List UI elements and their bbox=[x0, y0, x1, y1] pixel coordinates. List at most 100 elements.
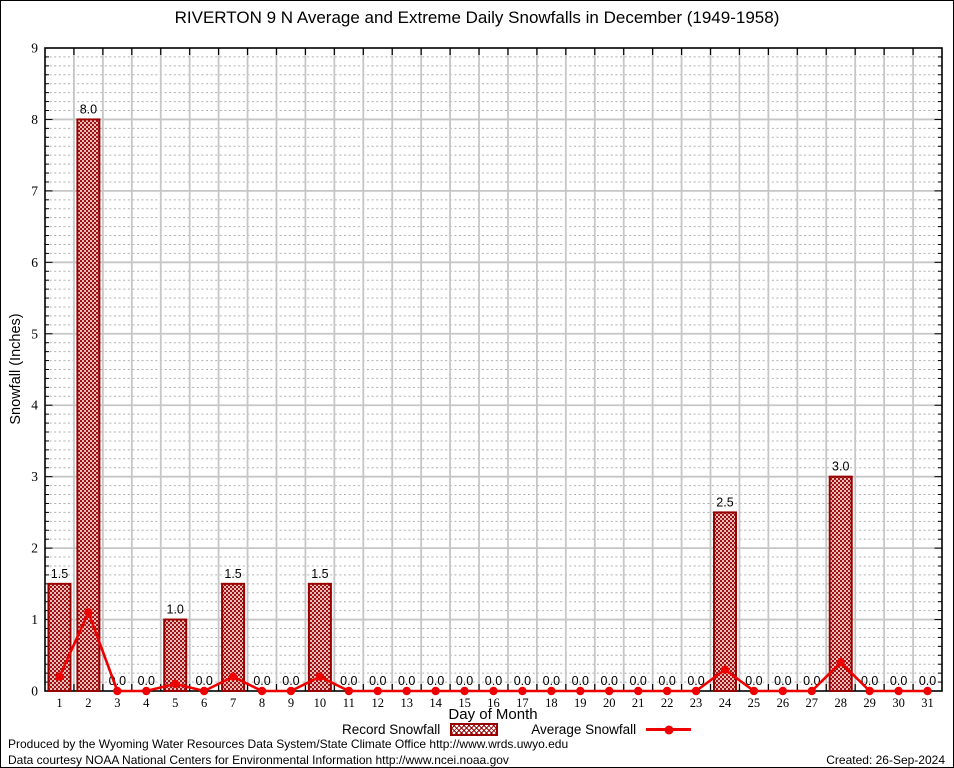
value-label-day-31: 0.0 bbox=[919, 674, 936, 688]
average-marker-day-4 bbox=[142, 686, 151, 696]
average-marker-day-25 bbox=[749, 686, 759, 696]
svg-text:0: 0 bbox=[31, 684, 38, 699]
record-bar-day-7 bbox=[221, 582, 246, 692]
svg-text:14: 14 bbox=[429, 696, 442, 710]
value-label-day-19: 0.0 bbox=[572, 674, 589, 688]
svg-text:9: 9 bbox=[31, 41, 38, 56]
average-marker-day-30 bbox=[894, 686, 903, 696]
value-label-day-8: 0.0 bbox=[253, 674, 270, 688]
legend-record-label: Record Snowfall bbox=[342, 722, 441, 737]
value-label-day-7: 1.5 bbox=[224, 567, 241, 581]
legend-average-label: Average Snowfall bbox=[531, 722, 637, 737]
svg-text:2: 2 bbox=[85, 696, 91, 710]
average-marker-day-27 bbox=[807, 686, 816, 696]
value-label-day-24: 2.5 bbox=[716, 495, 733, 509]
value-label-day-16: 0.0 bbox=[485, 674, 502, 688]
record-bar-day-2 bbox=[76, 118, 101, 692]
value-label-day-4: 0.0 bbox=[138, 674, 155, 688]
average-marker-day-16 bbox=[489, 686, 498, 696]
value-label-day-29: 0.0 bbox=[861, 674, 878, 688]
average-marker-day-10 bbox=[315, 672, 325, 681]
value-label-day-25: 0.0 bbox=[745, 674, 762, 688]
value-label-day-13: 0.0 bbox=[398, 674, 415, 688]
average-marker-day-29 bbox=[865, 686, 874, 696]
value-label-day-23: 0.0 bbox=[687, 674, 704, 688]
svg-text:19: 19 bbox=[574, 696, 587, 710]
svg-text:8: 8 bbox=[259, 696, 265, 710]
svg-text:27: 27 bbox=[806, 696, 819, 710]
svg-text:4: 4 bbox=[31, 398, 38, 413]
value-label-day-5: 1.0 bbox=[167, 603, 184, 617]
svg-text:13: 13 bbox=[400, 696, 413, 710]
value-label-day-11: 0.0 bbox=[340, 674, 357, 688]
minor-gridlines bbox=[45, 56, 942, 683]
value-label-day-28: 3.0 bbox=[832, 460, 849, 474]
average-marker-day-7 bbox=[228, 672, 238, 681]
average-marker-day-5 bbox=[171, 679, 180, 689]
svg-text:1: 1 bbox=[31, 612, 38, 627]
svg-text:1: 1 bbox=[56, 696, 62, 710]
value-label-day-21: 0.0 bbox=[629, 674, 646, 688]
average-marker-day-9 bbox=[286, 686, 296, 696]
svg-text:6: 6 bbox=[201, 696, 207, 710]
average-marker-day-6 bbox=[199, 686, 209, 696]
value-label-day-1: 1.5 bbox=[51, 567, 68, 581]
svg-text:7: 7 bbox=[230, 696, 236, 710]
svg-text:25: 25 bbox=[748, 696, 761, 710]
svg-text:29: 29 bbox=[863, 696, 876, 710]
svg-text:8: 8 bbox=[31, 112, 38, 127]
value-label-day-14: 0.0 bbox=[427, 674, 444, 688]
svg-text:23: 23 bbox=[690, 696, 703, 710]
svg-text:11: 11 bbox=[343, 696, 355, 710]
x-tick-labels: 1 2 3 4 5 6 7 8 9 10 11 12 13 14 15 16 17 18 19 20 21 22 23 24 2… bbox=[56, 696, 933, 710]
svg-text:2: 2 bbox=[31, 541, 38, 556]
svg-text:18: 18 bbox=[545, 696, 558, 710]
average-marker-day-22 bbox=[662, 686, 672, 696]
svg-text:6: 6 bbox=[31, 255, 38, 270]
average-marker-day-3 bbox=[113, 686, 122, 696]
value-label-day-22: 0.0 bbox=[658, 674, 675, 688]
svg-text:22: 22 bbox=[661, 696, 674, 710]
svg-text:17: 17 bbox=[516, 696, 529, 710]
record-bar-day-10 bbox=[307, 582, 332, 692]
svg-text:26: 26 bbox=[777, 696, 790, 710]
svg-text:15: 15 bbox=[458, 696, 471, 710]
average-marker-day-14 bbox=[431, 686, 440, 696]
average-marker-day-12 bbox=[373, 686, 382, 696]
average-marker-day-21 bbox=[633, 686, 643, 696]
svg-text:12: 12 bbox=[372, 696, 385, 710]
svg-text:3: 3 bbox=[114, 696, 120, 710]
record-snowfall-bars bbox=[47, 118, 853, 692]
y-axis-title: Snowfall (Inches) bbox=[8, 313, 24, 425]
value-label-day-15: 0.0 bbox=[456, 674, 473, 688]
svg-text:3: 3 bbox=[31, 469, 38, 484]
average-snowfall-swatch-icon bbox=[646, 728, 692, 731]
average-marker-day-23 bbox=[691, 686, 701, 696]
footer-data-courtesy: Data courtesy NOAA National Centers for … bbox=[8, 753, 509, 767]
value-label-day-12: 0.0 bbox=[369, 674, 386, 688]
svg-text:31: 31 bbox=[921, 696, 934, 710]
value-label-day-30: 0.0 bbox=[890, 674, 907, 688]
average-marker-day-28 bbox=[836, 658, 845, 667]
average-marker-day-31 bbox=[923, 686, 932, 696]
value-label-day-10: 1.5 bbox=[311, 567, 328, 581]
average-marker-day-11 bbox=[344, 686, 354, 696]
record-bar-day-28 bbox=[828, 475, 853, 692]
svg-text:9: 9 bbox=[288, 696, 294, 710]
value-label-day-6: 0.0 bbox=[195, 674, 212, 688]
value-label-day-26: 0.0 bbox=[774, 674, 791, 688]
svg-text:24: 24 bbox=[719, 696, 732, 710]
svg-text:7: 7 bbox=[31, 183, 38, 198]
average-marker-day-13 bbox=[402, 686, 411, 696]
footer-produced-by: Produced by the Wyoming Water Resources … bbox=[8, 737, 569, 751]
average-marker-day-17 bbox=[518, 686, 527, 696]
value-label-day-2: 8.0 bbox=[80, 102, 97, 116]
svg-text:20: 20 bbox=[603, 696, 616, 710]
svg-text:10: 10 bbox=[314, 696, 327, 710]
average-marker-day-24 bbox=[720, 665, 730, 674]
value-label-day-17: 0.0 bbox=[514, 674, 531, 688]
svg-text:5: 5 bbox=[31, 326, 38, 341]
value-label-day-20: 0.0 bbox=[601, 674, 618, 688]
